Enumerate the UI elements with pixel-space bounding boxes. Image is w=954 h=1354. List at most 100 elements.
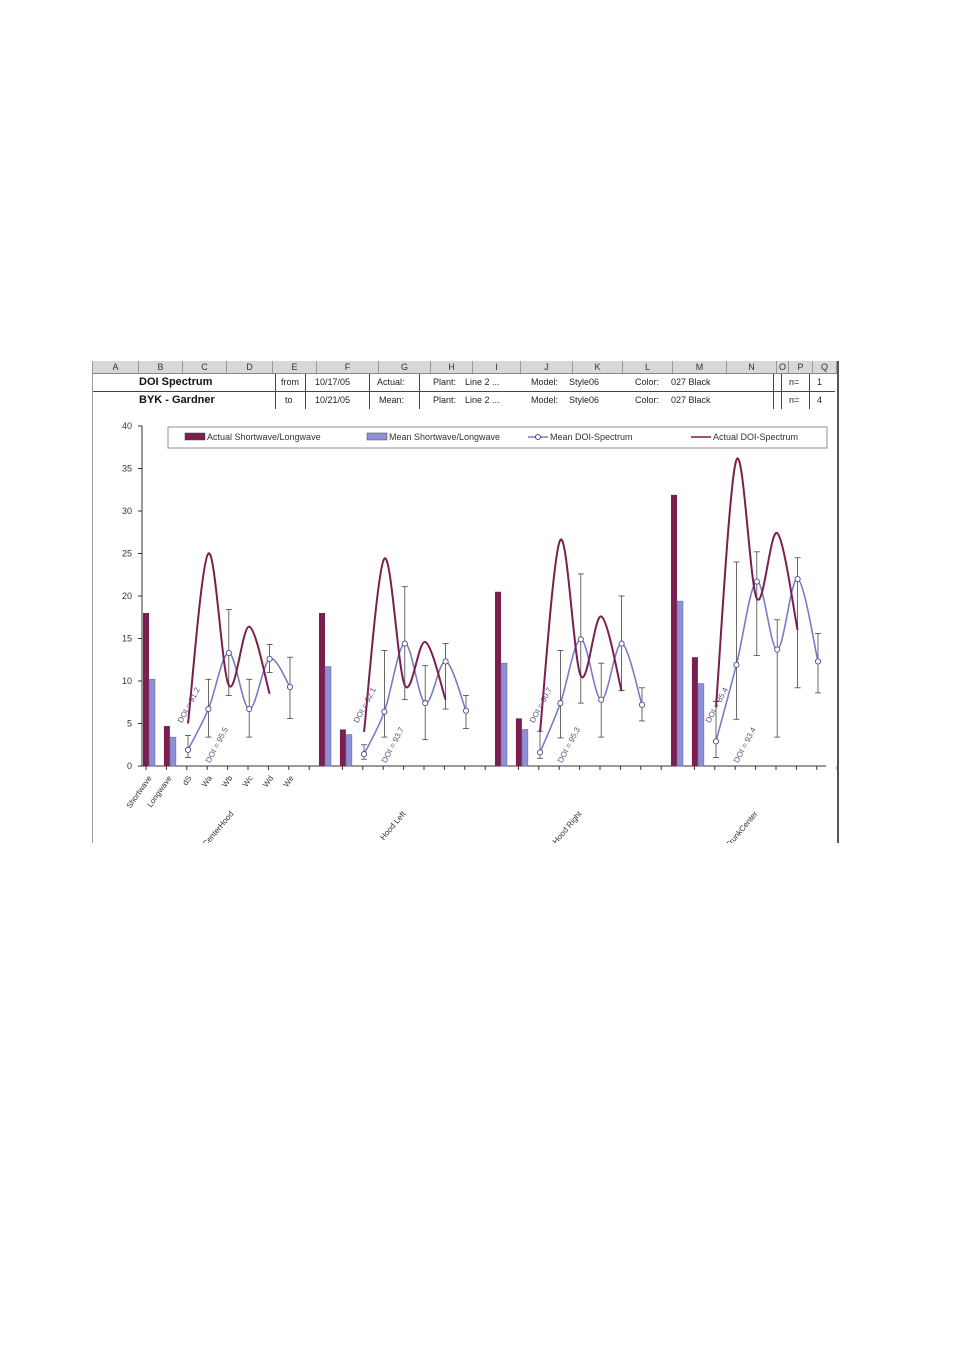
y-tick-label: 40 — [122, 421, 132, 431]
column-header-g[interactable]: G — [379, 361, 431, 373]
mean-doi-marker — [205, 705, 212, 713]
mean-doi-marker — [286, 683, 294, 691]
legend-swatch — [184, 432, 206, 441]
mean-doi-marker — [618, 640, 625, 647]
mean-bar — [500, 662, 508, 767]
column-header-i[interactable]: I — [473, 361, 521, 373]
mean-label: Mean: — [379, 395, 405, 405]
mean-doi-marker — [774, 646, 781, 653]
chart-title-cell[interactable]: DOI Spectrum — [139, 376, 213, 388]
model-label: Model: — [531, 377, 559, 387]
plant-cell[interactable]: Line 2 ... — [465, 395, 500, 405]
mean-doi-marker — [638, 701, 646, 708]
mean-doi-marker — [184, 746, 192, 753]
mean-doi-marker — [577, 636, 584, 643]
column-header-h[interactable]: H — [431, 361, 473, 373]
column-header-b[interactable]: B — [139, 361, 183, 373]
actual-doi-line — [715, 457, 799, 707]
y-tick-label: 0 — [127, 761, 132, 771]
column-header-k[interactable]: K — [573, 361, 623, 373]
column-header-p[interactable]: P — [789, 361, 813, 373]
column-header-j[interactable]: J — [521, 361, 573, 373]
mean-doi-marker — [557, 700, 564, 707]
mean-doi-marker — [225, 649, 232, 656]
mean-doi-marker — [712, 738, 720, 745]
actual-bar — [163, 726, 170, 766]
to-label: to — [285, 395, 293, 405]
model-cell[interactable]: Style06 — [569, 395, 600, 405]
mean-bar — [676, 600, 684, 767]
from-label: from — [281, 377, 299, 387]
mean-doi-marker — [733, 661, 740, 668]
company-cell[interactable]: BYK - Gardner — [139, 394, 215, 406]
mean-doi-marker — [266, 655, 273, 662]
header-row-actual: DOI Spectrum from 10/17/05 Actual: Plant… — [93, 374, 835, 392]
column-header-m[interactable]: M — [673, 361, 727, 373]
column-header-c[interactable]: C — [183, 361, 227, 373]
mean-doi-marker — [753, 578, 760, 585]
n-label: n= — [789, 395, 800, 405]
color-cell[interactable]: 027 Black — [671, 395, 711, 405]
model-cell[interactable]: Style06 — [569, 377, 600, 387]
y-tick-label: 35 — [122, 464, 132, 474]
from-date-cell[interactable]: 10/17/05 — [315, 377, 351, 387]
actual-bar — [691, 657, 698, 766]
mean-bar — [148, 679, 156, 767]
actual-doi-line — [539, 538, 623, 733]
column-header-a[interactable]: A — [93, 361, 139, 373]
legend-label: Mean DOI-Spectrum — [550, 432, 633, 442]
y-tick-label: 30 — [122, 506, 132, 516]
y-tick-label: 25 — [122, 549, 132, 559]
n-cell[interactable]: 1 — [817, 377, 823, 387]
y-tick-label: 10 — [122, 676, 132, 686]
mean-doi-marker — [794, 575, 801, 583]
column-header-o[interactable]: O — [777, 361, 789, 373]
color-label: Color: — [635, 395, 660, 405]
mean-doi-marker — [598, 696, 605, 703]
y-tick-label: 5 — [127, 719, 132, 729]
mean-bar — [521, 729, 529, 767]
n-cell[interactable]: 4 — [817, 395, 823, 405]
column-header-n[interactable]: N — [727, 361, 777, 373]
actual-bar — [515, 718, 522, 766]
legend-swatch — [366, 432, 388, 441]
mean-doi-marker — [246, 705, 253, 713]
color-cell[interactable]: 027 Black — [671, 377, 711, 387]
mean-doi-marker — [462, 707, 470, 714]
chart-area — [93, 409, 835, 843]
legend-label: Actual Shortwave/Longwave — [207, 432, 321, 442]
mean-bar — [169, 736, 177, 767]
mean-doi-marker — [401, 640, 408, 647]
mean-doi-marker — [381, 708, 388, 715]
legend-label: Actual DOI-Spectrum — [713, 432, 798, 442]
column-header-f[interactable]: F — [317, 361, 379, 373]
mean-bar — [324, 666, 332, 767]
mean-doi-marker — [536, 749, 544, 756]
plant-cell[interactable]: Line 2 ... — [465, 377, 500, 387]
actual-label: Actual: — [377, 377, 405, 387]
legend-label: Mean Shortwave/Longwave — [389, 432, 500, 442]
color-label: Color: — [635, 377, 660, 387]
actual-doi-line — [363, 557, 447, 733]
to-date-cell[interactable]: 10/21/05 — [315, 395, 351, 405]
y-tick-label: 15 — [122, 634, 132, 644]
model-label: Model: — [531, 395, 559, 405]
column-header-d[interactable]: D — [227, 361, 273, 373]
column-header-l[interactable]: L — [623, 361, 673, 373]
mean-bar — [345, 734, 353, 767]
legend-marker — [535, 434, 541, 440]
actual-bar — [143, 613, 149, 766]
plant-label: Plant: — [433, 377, 457, 387]
plant-label: Plant: — [433, 395, 457, 405]
actual-bar — [495, 591, 501, 766]
actual-bar — [339, 729, 346, 766]
legend-box — [167, 426, 828, 449]
actual-bar — [671, 494, 677, 766]
mean-doi-marker — [422, 700, 429, 707]
n-label: n= — [789, 377, 800, 387]
column-header-e[interactable]: E — [273, 361, 317, 373]
actual-bar — [319, 613, 325, 766]
column-header-q[interactable]: Q — [813, 361, 837, 373]
